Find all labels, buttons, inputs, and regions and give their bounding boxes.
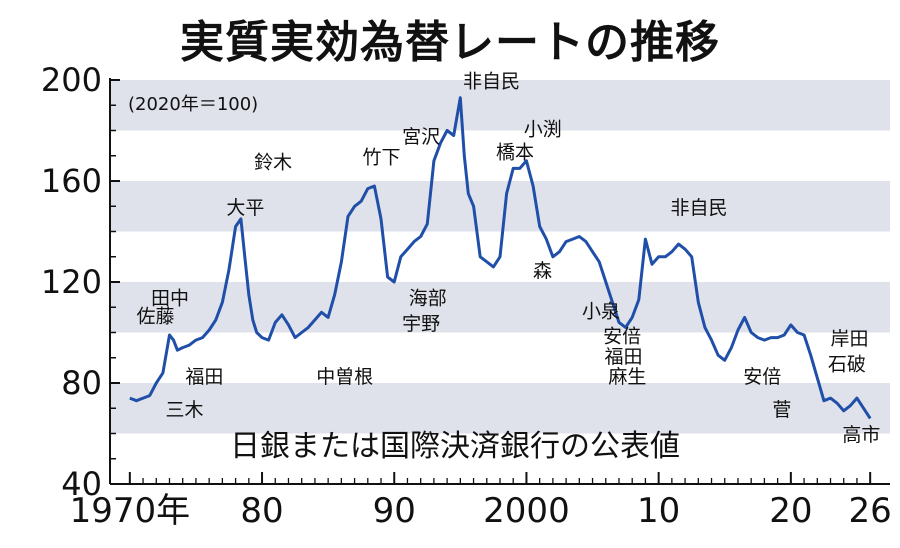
- pm-label: 中曽根: [316, 366, 373, 388]
- pm-label: 非自民: [671, 197, 728, 219]
- y-tick-label: 80: [61, 364, 102, 402]
- pm-label: 安倍: [603, 326, 641, 348]
- pm-label: 宇野: [402, 313, 440, 335]
- base-year-note: (2020年＝100): [128, 94, 258, 115]
- pm-label: 宮沢: [402, 126, 440, 148]
- pm-label: 橋本: [496, 141, 534, 163]
- pm-label: 福田: [604, 346, 642, 368]
- pm-label: 麻生: [608, 366, 646, 388]
- x-tick-label: 1970年: [70, 491, 191, 531]
- pm-label: 三木: [166, 399, 204, 421]
- shaded-band: [110, 282, 890, 333]
- pm-label: 菅: [772, 399, 791, 421]
- pm-label: 田中: [151, 288, 189, 310]
- y-tick-label: 160: [41, 162, 102, 200]
- pm-label: 福田: [185, 366, 223, 388]
- pm-label: 非自民: [463, 71, 520, 93]
- x-tick-label: 20: [769, 491, 812, 531]
- pm-label: 安倍: [743, 366, 781, 388]
- x-tick-label: 2000: [483, 491, 570, 531]
- x-tick-label: 90: [373, 491, 416, 531]
- rate-line: [129, 96, 872, 420]
- pm-label: 高市: [842, 424, 880, 446]
- pm-label: 石破: [828, 353, 866, 375]
- y-tick-label: 120: [41, 263, 102, 301]
- pm-label: 小渕: [524, 119, 562, 141]
- y-tick-label: 40: [61, 465, 102, 503]
- pm-label: 小泉: [582, 300, 620, 322]
- shaded-band: [110, 383, 890, 434]
- chart-title: 実質実効為替レートの推移: [180, 17, 720, 68]
- pm-label: 岸田: [831, 328, 869, 350]
- pm-label: 森: [533, 260, 552, 282]
- pm-label: 鈴木: [254, 151, 292, 173]
- pm-label: 大平: [226, 197, 264, 219]
- pm-label: 竹下: [363, 146, 401, 168]
- x-tick-label: 80: [240, 491, 283, 531]
- shaded-band: [110, 80, 890, 131]
- x-tick-label: 10: [637, 491, 680, 531]
- pm-label: 海部: [409, 288, 447, 310]
- x-tick-label: 26: [849, 491, 892, 531]
- pm-label: 佐藤: [136, 305, 174, 327]
- source-note: 日銀または国際決済銀行の公表値: [230, 429, 680, 464]
- y-tick-label: 200: [41, 61, 102, 99]
